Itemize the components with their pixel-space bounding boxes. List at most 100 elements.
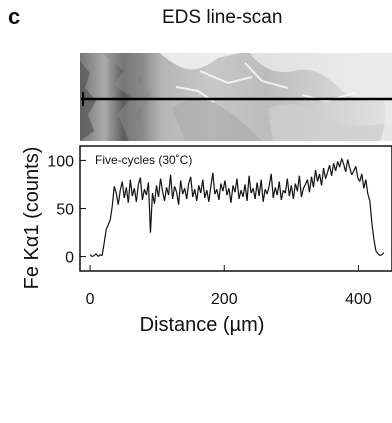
eds-line-segment <box>256 182 260 197</box>
eds-line-segment <box>224 180 228 196</box>
eds-line-segment <box>349 167 353 176</box>
eds-line-segment <box>248 175 252 194</box>
eds-line-segment <box>272 187 276 199</box>
x-tick-label: 200 <box>211 291 238 308</box>
panel-letter: c <box>8 4 21 29</box>
eds-line-segment <box>178 180 182 205</box>
eds-line-segment <box>174 186 178 193</box>
x-tick-label: 400 <box>345 291 372 308</box>
y-tick-label: 0 <box>65 250 74 267</box>
eds-line-segment <box>111 186 115 207</box>
sem-micrograph <box>80 53 392 141</box>
eds-line-segment <box>373 239 377 251</box>
eds-line-segment <box>129 179 133 197</box>
eds-line-segment <box>335 161 339 172</box>
eds-line-segment <box>375 250 379 255</box>
eds-line-segment <box>196 185 200 201</box>
eds-line-segment <box>377 253 381 257</box>
eds-line-segment <box>351 170 355 176</box>
eds-line-segment <box>186 183 190 199</box>
eds-line-segment <box>292 183 296 199</box>
y-tick-label: 50 <box>56 202 74 219</box>
y-tick-label: 100 <box>47 153 74 170</box>
eds-line-segment <box>163 187 168 201</box>
eds-line-segment <box>381 252 385 256</box>
eds-line-segment <box>113 186 117 194</box>
eds-line-segment <box>97 254 101 258</box>
eds-line-segment <box>236 178 240 199</box>
y-axis-label: Fe Kα1 (counts) <box>21 147 43 290</box>
eds-line-segment <box>324 171 329 179</box>
y-axis-ticks: 0 50 100 <box>47 153 86 267</box>
eds-line-segment <box>246 175 250 201</box>
eds-line-segment <box>180 180 184 195</box>
eds-line-segment <box>266 185 270 195</box>
eds-line-segment <box>379 254 383 257</box>
eds-line-segment <box>105 224 109 230</box>
eds-line-segment <box>262 189 266 202</box>
eds-line-segment <box>365 179 369 195</box>
eds-line-segment <box>159 178 164 192</box>
eds-line-segment <box>202 179 206 198</box>
eds-line-segment <box>270 173 274 198</box>
plot-annotation: Five-cycles (30˚C) <box>95 153 192 167</box>
eds-line-segment <box>107 219 111 226</box>
eds-line-segment <box>320 168 325 186</box>
eds-line-segment <box>109 206 113 221</box>
panel-title: EDS line-scan <box>162 7 283 28</box>
eds-line-segment <box>117 190 121 205</box>
x-tick-label: 0 <box>86 291 95 308</box>
eds-line-segment <box>286 178 290 197</box>
eds-line-segment <box>284 178 288 194</box>
x-axis-ticks: 0 200 400 <box>86 265 372 308</box>
eds-line-segment <box>347 159 351 169</box>
eds-line-segment <box>135 184 139 202</box>
eds-line-segment <box>329 165 333 176</box>
eds-line-segment <box>355 166 359 178</box>
eds-line-segment <box>157 178 162 198</box>
eds-line-segment <box>121 181 125 198</box>
eds-line-segment <box>172 186 176 199</box>
eds-line-segment <box>306 179 311 193</box>
eds-line-segment <box>339 158 343 168</box>
eds-line-segment <box>218 183 222 200</box>
eds-line-segment <box>149 193 154 233</box>
eds-line-segment <box>302 184 306 189</box>
eds-line-segment <box>190 176 194 198</box>
eds-line-segment <box>167 174 172 196</box>
eds-line-segment <box>238 190 242 200</box>
x-axis-label: Distance (µm) <box>140 314 265 336</box>
eds-line-segment <box>314 169 319 182</box>
eds-line-segment <box>141 189 146 200</box>
eds-line-segment <box>300 188 305 198</box>
eds-line-segment <box>127 179 131 203</box>
eds-line-segment <box>101 243 105 256</box>
eds-line-segment <box>254 182 258 199</box>
eds-line-segment <box>208 186 212 202</box>
eds-line-segment <box>103 229 107 244</box>
eds-line-segment <box>361 173 365 189</box>
series-line-group <box>89 158 385 258</box>
eds-line-segment <box>298 175 303 198</box>
eds-line-segment <box>212 172 216 195</box>
eds-line-segment <box>230 185 234 203</box>
eds-line-segment <box>367 193 371 201</box>
eds-line-segment <box>371 222 375 240</box>
eds-line-segment <box>322 168 327 179</box>
eds-line-segment <box>369 200 373 223</box>
eds-line-segment <box>228 188 232 203</box>
sem-image <box>80 53 392 141</box>
eds-line-segment <box>91 255 95 258</box>
eds-line-segment <box>260 179 264 202</box>
eds-line-segment <box>89 254 93 258</box>
eds-line-segment <box>341 158 345 165</box>
eds-line-segment <box>139 177 143 200</box>
eds-line-segment <box>147 182 152 233</box>
eds-line-segment <box>169 174 174 199</box>
eds-line-segment <box>290 185 294 199</box>
eds-line-segment <box>278 181 282 200</box>
eds-line-segment <box>153 185 158 204</box>
eds-line-segment <box>312 169 317 188</box>
